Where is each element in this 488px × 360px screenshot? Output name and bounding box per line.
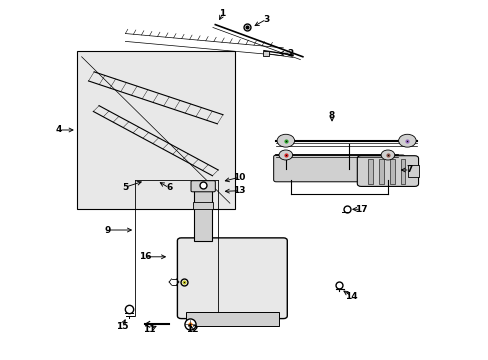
- Bar: [186, 312, 278, 327]
- Text: 11: 11: [143, 325, 156, 334]
- Text: 4: 4: [56, 126, 62, 135]
- FancyBboxPatch shape: [357, 156, 418, 186]
- Bar: [378, 158, 383, 184]
- Bar: [194, 187, 211, 241]
- Text: 13: 13: [233, 186, 245, 195]
- Text: 16: 16: [138, 252, 151, 261]
- Text: 5: 5: [122, 183, 128, 192]
- Circle shape: [398, 134, 415, 147]
- Text: 9: 9: [104, 225, 110, 234]
- FancyBboxPatch shape: [273, 155, 404, 182]
- Text: 8: 8: [328, 111, 334, 120]
- Circle shape: [277, 134, 294, 147]
- Text: 12: 12: [185, 325, 198, 334]
- Bar: [400, 158, 405, 184]
- FancyBboxPatch shape: [177, 238, 287, 319]
- Text: 2: 2: [287, 49, 293, 58]
- Bar: [77, 51, 234, 208]
- Text: 15: 15: [116, 322, 128, 331]
- Bar: [389, 158, 394, 184]
- Bar: [407, 165, 418, 177]
- Text: 1: 1: [219, 9, 225, 18]
- Text: 6: 6: [165, 183, 172, 192]
- Text: 7: 7: [406, 166, 412, 175]
- Bar: [193, 202, 212, 208]
- Text: 14: 14: [345, 292, 357, 301]
- Circle shape: [380, 150, 394, 160]
- FancyBboxPatch shape: [191, 181, 215, 192]
- Circle shape: [279, 150, 292, 160]
- Text: 17: 17: [354, 205, 367, 214]
- Text: 10: 10: [233, 173, 245, 182]
- Text: 3: 3: [263, 15, 269, 24]
- Bar: [368, 158, 372, 184]
- Bar: [263, 51, 268, 56]
